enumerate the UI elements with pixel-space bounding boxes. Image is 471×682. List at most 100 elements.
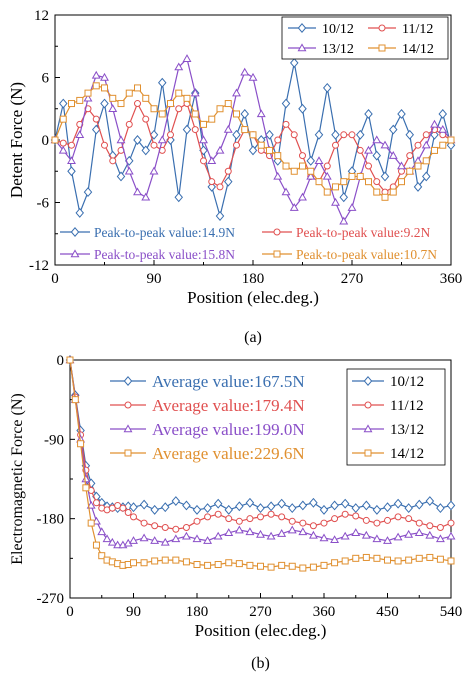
data-point (139, 499, 149, 510)
data-point (234, 525, 244, 534)
data-point (232, 88, 241, 97)
data-point (372, 504, 382, 515)
data-point (373, 554, 381, 562)
data-point (68, 100, 75, 108)
data-point (438, 124, 448, 133)
data-point (380, 140, 390, 149)
average-annotation: Average value:179.4N (110, 396, 305, 415)
data-point (108, 104, 118, 112)
annotation-text: Peak-to-peak value:15.8N (94, 247, 235, 262)
data-point (257, 513, 264, 521)
data-point (446, 531, 456, 540)
series-13-12 (50, 54, 456, 225)
data-point (101, 141, 108, 149)
data-point (298, 192, 307, 201)
data-point (192, 504, 202, 515)
data-point (389, 188, 397, 196)
data-point (182, 558, 190, 566)
data-point (414, 528, 424, 536)
data-point (256, 529, 265, 538)
legend-label: 10/12 (322, 22, 354, 37)
data-point (384, 556, 391, 564)
data-point (256, 503, 265, 514)
panel-label-b: (b) (251, 655, 270, 672)
series-14-12 (66, 356, 455, 572)
data-point (102, 534, 112, 543)
legend-entry: 13/12 (352, 422, 424, 438)
data-point (381, 193, 389, 201)
data-point (372, 135, 382, 144)
data-point (341, 557, 349, 565)
legend-entry: 13/12 (288, 42, 354, 57)
data-point (124, 508, 132, 516)
data-point (84, 89, 92, 97)
x-tick-label: 90 (147, 271, 162, 287)
data-point (215, 211, 225, 222)
legend-label: 13/12 (322, 42, 354, 57)
data-point (235, 501, 244, 512)
data-point (413, 181, 423, 192)
data-point (331, 129, 340, 140)
data-point (447, 136, 455, 144)
data-point (278, 561, 286, 569)
data-point (248, 72, 258, 81)
data-point (322, 82, 332, 93)
data-point (430, 119, 439, 128)
data-point (405, 515, 413, 523)
data-point (241, 126, 249, 134)
data-point (130, 559, 137, 567)
data-point (51, 136, 59, 144)
data-point (67, 166, 76, 177)
data-point (75, 130, 85, 138)
data-point (281, 187, 291, 196)
data-point (142, 115, 150, 123)
data-point (213, 498, 223, 509)
data-point (435, 534, 445, 543)
legend-entry: 10/12 (288, 22, 354, 37)
y-tick-label: -90 (44, 432, 64, 448)
data-point (200, 120, 207, 128)
data-point (203, 503, 212, 514)
x-tick-label: 360 (313, 604, 336, 620)
data-point (314, 156, 324, 165)
panel-b: 0 90 180 270 360 450 540 -270 -180 -90 0 Average v… (9, 353, 462, 672)
data-point (274, 152, 282, 160)
data-point (425, 496, 435, 507)
legend-entry: 11/12 (352, 398, 424, 414)
data-point (372, 534, 382, 543)
data-point (298, 500, 308, 511)
data-point (208, 115, 216, 123)
annotation-marker (124, 401, 132, 409)
data-point (394, 513, 402, 521)
data-point (116, 135, 126, 144)
x-tick-label: 180 (242, 271, 265, 287)
data-point (383, 502, 392, 513)
data-point (352, 512, 360, 520)
data-point (157, 135, 167, 144)
data-point (287, 525, 297, 534)
data-point (425, 530, 435, 539)
data-point (266, 146, 273, 154)
data-point (332, 183, 339, 191)
x-axis-label-a: Position (elec.deg.) (187, 288, 319, 307)
data-point (232, 129, 241, 140)
data-point (289, 57, 299, 68)
x-axis-label-b: Position (elec.deg.) (195, 621, 327, 640)
x-tick-label: 180 (186, 604, 209, 620)
data-point (323, 162, 331, 170)
data-point (233, 141, 240, 149)
data-point (339, 216, 349, 225)
data-point (383, 536, 392, 544)
data-point (223, 176, 233, 187)
data-point (240, 67, 250, 76)
data-point (83, 93, 93, 102)
data-point (204, 513, 212, 521)
data-point (245, 527, 255, 536)
data-point (223, 124, 233, 133)
data-point (352, 554, 360, 562)
data-point (190, 88, 200, 97)
data-point (167, 100, 174, 108)
data-point (207, 156, 217, 165)
data-point (266, 531, 276, 540)
data-point (77, 440, 85, 448)
